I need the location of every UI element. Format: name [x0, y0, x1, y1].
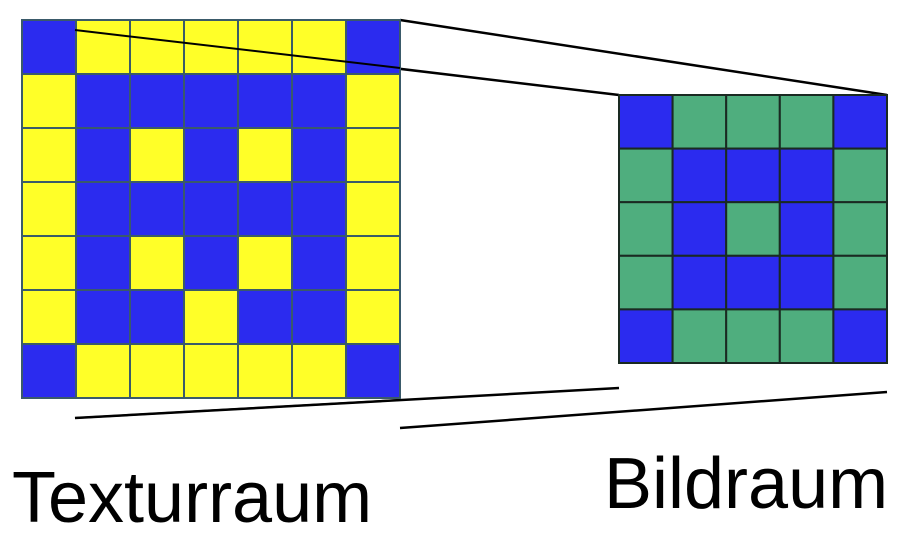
- texture-grid-cell-3-3: [183, 181, 239, 237]
- projection-line-top-outer: [399, 18, 888, 97]
- texture-grid-cell-1-2: [129, 73, 185, 129]
- projection-lines-overlay: [74, 29, 401, 419]
- texture-grid-cell-4-3: [183, 235, 239, 291]
- texture-grid-cell-1-6: [345, 73, 401, 129]
- texture-grid-cell-2-6: [345, 127, 401, 183]
- image-grid-cell-0-3: [778, 94, 835, 150]
- texture-grid-cell-2-0: [21, 127, 77, 183]
- image-grid-cell-4-1: [671, 308, 728, 364]
- texture-grid-cell-6-0: [21, 343, 77, 399]
- image-grid-cell-3-0: [618, 254, 674, 311]
- texture-grid-cell-0-0: [21, 19, 77, 75]
- texture-space-label: Texturraum: [12, 458, 373, 538]
- image-grid-cell-1-0: [618, 147, 674, 204]
- texture-grid-cell-0-4: [237, 19, 293, 75]
- image-grid-cell-2-4: [832, 201, 889, 257]
- texture-grid-cell-2-4: [237, 127, 293, 183]
- texture-grid-cell-3-5: [291, 181, 347, 237]
- texture-grid-cell-5-1: [75, 289, 131, 345]
- texture-grid-cell-6-6: [345, 343, 401, 399]
- texture-grid-cell-3-0: [21, 181, 77, 237]
- texture-grid-cell-4-1: [75, 235, 131, 291]
- texture-grid-cell-5-4: [237, 289, 293, 345]
- texture-grid-cell-2-2: [129, 127, 185, 183]
- texture-grid-cell-0-6: [345, 19, 401, 75]
- image-grid-cell-1-4: [832, 147, 889, 204]
- texture-grid-cell-3-4: [237, 181, 293, 237]
- texture-grid-cell-4-4: [237, 235, 293, 291]
- image-grid-cell-4-3: [778, 308, 835, 364]
- texture-grid-cell-0-5: [291, 19, 347, 75]
- image-grid-cell-2-0: [618, 201, 674, 257]
- texture-grid-cell-1-1: [75, 73, 131, 129]
- texture-grid-cell-0-2: [129, 19, 185, 75]
- texture-grid-cell-1-5: [291, 73, 347, 129]
- texture-grid-cell-5-0: [21, 289, 77, 345]
- texture-grid-cell-1-0: [21, 73, 77, 129]
- image-grid-cell-3-1: [671, 254, 728, 311]
- texture-grid-cell-3-6: [345, 181, 401, 237]
- image-grid-cell-3-2: [725, 254, 781, 311]
- projection-line-bottom-outer: [399, 390, 888, 430]
- image-space-label: Bildraum: [604, 444, 889, 524]
- image-grid-border: [618, 94, 888, 364]
- texture-grid-cell-1-4: [237, 73, 293, 129]
- image-grid-cell-2-2: [725, 201, 781, 257]
- texture-grid-cell-1-3: [183, 73, 239, 129]
- texture-grid-cell-6-2: [129, 343, 185, 399]
- image-grid-cell-1-3: [778, 147, 835, 204]
- texture-grid-cell-6-4: [237, 343, 293, 399]
- texture-grid-border: [21, 19, 401, 399]
- image-grid-cell-1-1: [671, 147, 728, 204]
- image-grid-cell-1-2: [725, 147, 781, 204]
- texture-grid-cell-5-6: [345, 289, 401, 345]
- texture-grid-cell-0-3: [183, 19, 239, 75]
- texture-space-grid: [21, 19, 401, 399]
- texture-grid-cell-3-1: [75, 181, 131, 237]
- texture-grid-cell-2-3: [183, 127, 239, 183]
- image-grid-cell-2-1: [671, 201, 728, 257]
- image-grid-cell-4-0: [618, 308, 674, 364]
- texture-grid-cell-5-2: [129, 289, 185, 345]
- texture-grid-cell-4-6: [345, 235, 401, 291]
- texture-grid-cell-2-1: [75, 127, 131, 183]
- image-grid-cell-0-0: [618, 94, 674, 150]
- image-grid-cell-0-1: [671, 94, 728, 150]
- texture-grid-cell-6-5: [291, 343, 347, 399]
- texture-grid-cell-5-3: [183, 289, 239, 345]
- image-grid-cell-2-3: [778, 201, 835, 257]
- projection-line-top-overlay: [74, 29, 401, 69]
- texture-grid-cell-0-1: [75, 19, 131, 75]
- image-grid-cell-4-2: [725, 308, 781, 364]
- texture-grid-cell-6-1: [75, 343, 131, 399]
- image-grid-cell-0-4: [832, 94, 889, 150]
- projection-line-bottom-overlay: [74, 399, 401, 419]
- texture-grid-cell-4-0: [21, 235, 77, 291]
- image-grid-cell-3-3: [778, 254, 835, 311]
- texture-grid-cell-5-5: [291, 289, 347, 345]
- texture-grid-cell-4-5: [291, 235, 347, 291]
- texture-grid-cell-2-5: [291, 127, 347, 183]
- texture-grid-cell-6-3: [183, 343, 239, 399]
- image-space-grid: [618, 94, 889, 364]
- texture-grid-cell-3-2: [129, 181, 185, 237]
- image-grid-cell-3-4: [832, 254, 889, 311]
- image-grid-cell-4-4: [832, 308, 889, 364]
- image-grid-cell-0-2: [725, 94, 781, 150]
- texture-grid-cell-4-2: [129, 235, 185, 291]
